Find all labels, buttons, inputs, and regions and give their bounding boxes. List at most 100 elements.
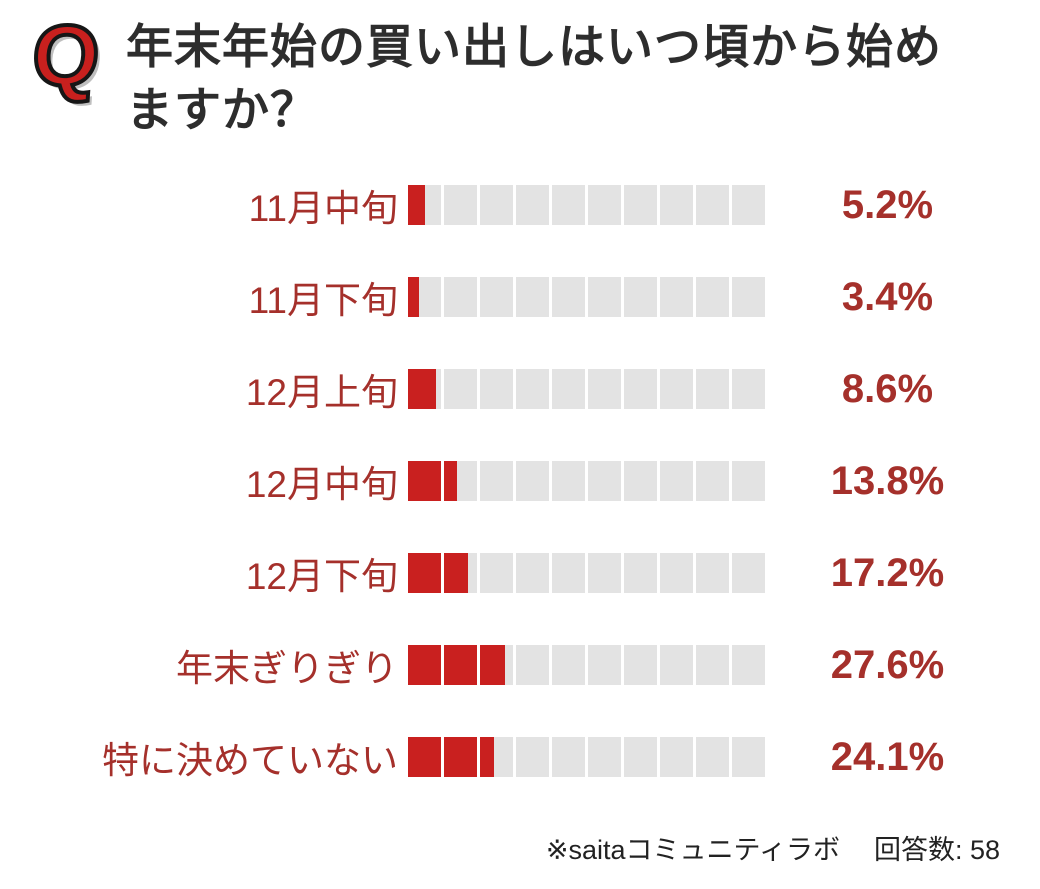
bar-segment xyxy=(552,369,585,409)
bar-segment xyxy=(516,277,549,317)
bar-segment xyxy=(588,737,621,777)
bar-segment xyxy=(588,553,621,593)
bar-segment xyxy=(480,461,513,501)
bar-segment xyxy=(624,737,657,777)
bar-segment-fill xyxy=(408,737,441,777)
bar-segment xyxy=(732,185,765,225)
bar-segment xyxy=(552,737,585,777)
bar-segment-fill xyxy=(408,553,441,593)
bar-segment-fill xyxy=(408,277,420,317)
bar-segment xyxy=(732,737,765,777)
source-note: ※saitaコミュニティラボ xyxy=(545,835,840,865)
bar-segment xyxy=(732,369,765,409)
bar-segment xyxy=(552,185,585,225)
category-label: 11月下旬 xyxy=(248,280,398,321)
bar-segment xyxy=(516,553,549,593)
chart-row: 11月中旬 5.2% xyxy=(0,159,1040,251)
bar-segment xyxy=(408,185,441,225)
bar-segment xyxy=(624,461,657,501)
bar-segment xyxy=(696,461,729,501)
chart-row: 12月中旬 13.8% xyxy=(0,435,1040,527)
category-label: 12月下旬 xyxy=(245,556,398,597)
bar-segment xyxy=(588,185,621,225)
value-label: 24.1% xyxy=(830,734,945,779)
bar-segment xyxy=(624,369,657,409)
bar-segment xyxy=(696,737,729,777)
value-label: 13.8% xyxy=(830,458,945,503)
segmented-bar xyxy=(408,185,765,225)
bar-segment xyxy=(588,277,621,317)
bar-segment xyxy=(552,553,585,593)
page-title: 年末年始の買い出しはいつ頃から始めますか？ xyxy=(126,20,942,136)
bar-segment xyxy=(588,461,621,501)
bar-segment-fill xyxy=(444,553,468,593)
bar-segment xyxy=(624,185,657,225)
bar-segment xyxy=(660,277,693,317)
bar-segment xyxy=(480,369,513,409)
bar-segment xyxy=(696,645,729,685)
segmented-bar xyxy=(408,553,765,593)
bar-segment xyxy=(444,277,477,317)
bar-segment xyxy=(444,461,477,501)
bar-segment xyxy=(480,277,513,317)
bar-segment xyxy=(732,553,765,593)
chart-row: 11月下旬 3.4% xyxy=(0,251,1040,343)
bar-segment xyxy=(660,369,693,409)
bar-segment xyxy=(660,185,693,225)
value-label: 3.4% xyxy=(841,274,934,319)
bar-segment xyxy=(696,185,729,225)
bar-segment xyxy=(516,185,549,225)
bar-segment xyxy=(660,553,693,593)
bar-segment xyxy=(444,553,477,593)
category-label: 11月中旬 xyxy=(248,188,398,229)
bar-segment xyxy=(408,553,441,593)
bar-segment-fill xyxy=(408,645,441,685)
value-label: 17.2% xyxy=(830,550,945,595)
bar-segment xyxy=(624,277,657,317)
bar-segment-fill xyxy=(444,461,457,501)
bar-segment xyxy=(480,553,513,593)
bar-segment xyxy=(408,461,441,501)
bar-segment xyxy=(552,645,585,685)
value-label: 8.6% xyxy=(841,366,934,411)
chart-row: 12月上旬 8.6% xyxy=(0,343,1040,435)
segmented-bar xyxy=(408,277,765,317)
bar-segment xyxy=(408,645,441,685)
bar-segment-fill xyxy=(444,737,477,777)
category-label: 年末ぎりぎり xyxy=(176,648,398,689)
bar-segment xyxy=(732,461,765,501)
value-label: 27.6% xyxy=(830,642,945,687)
bar-segment xyxy=(516,369,549,409)
chart-row: 特に決めていない 24.1% xyxy=(0,711,1040,803)
bar-segment xyxy=(588,645,621,685)
segmented-bar xyxy=(408,737,765,777)
bar-segment xyxy=(408,369,441,409)
response-count: 回答数: 58 xyxy=(873,835,1000,865)
value-label: 5.2% xyxy=(841,182,934,227)
bar-segment xyxy=(588,369,621,409)
bar-segment xyxy=(480,645,513,685)
segmented-bar xyxy=(408,645,765,685)
category-label: 12月中旬 xyxy=(245,464,398,505)
bar-segment xyxy=(552,461,585,501)
bar-segment xyxy=(480,737,513,777)
bar-segment-fill xyxy=(444,645,477,685)
segmented-bar-chart: 11月中旬 5.2% 11月下旬 3.4% 12月上旬 8.6% 12月中旬 13.8% 12月… xyxy=(0,159,1040,803)
category-label: 12月上旬 xyxy=(245,372,398,413)
bar-segment xyxy=(624,553,657,593)
bar-segment xyxy=(516,645,549,685)
bar-segment xyxy=(444,369,477,409)
bar-segment xyxy=(408,737,441,777)
bar-segment-fill xyxy=(408,369,437,409)
footer: ※saitaコミュニティラボ 回答数: 58 xyxy=(546,828,1000,867)
bar-segment-fill xyxy=(408,185,426,225)
bar-segment-fill xyxy=(480,645,506,685)
bar-segment xyxy=(732,645,765,685)
question-badge-icon: Q xyxy=(28,6,104,106)
bar-segment xyxy=(732,277,765,317)
segmented-bar xyxy=(408,369,765,409)
segmented-bar xyxy=(408,461,765,501)
bar-segment xyxy=(696,369,729,409)
header: Q 年末年始の買い出しはいつ頃から始めますか？ xyxy=(0,0,1040,141)
